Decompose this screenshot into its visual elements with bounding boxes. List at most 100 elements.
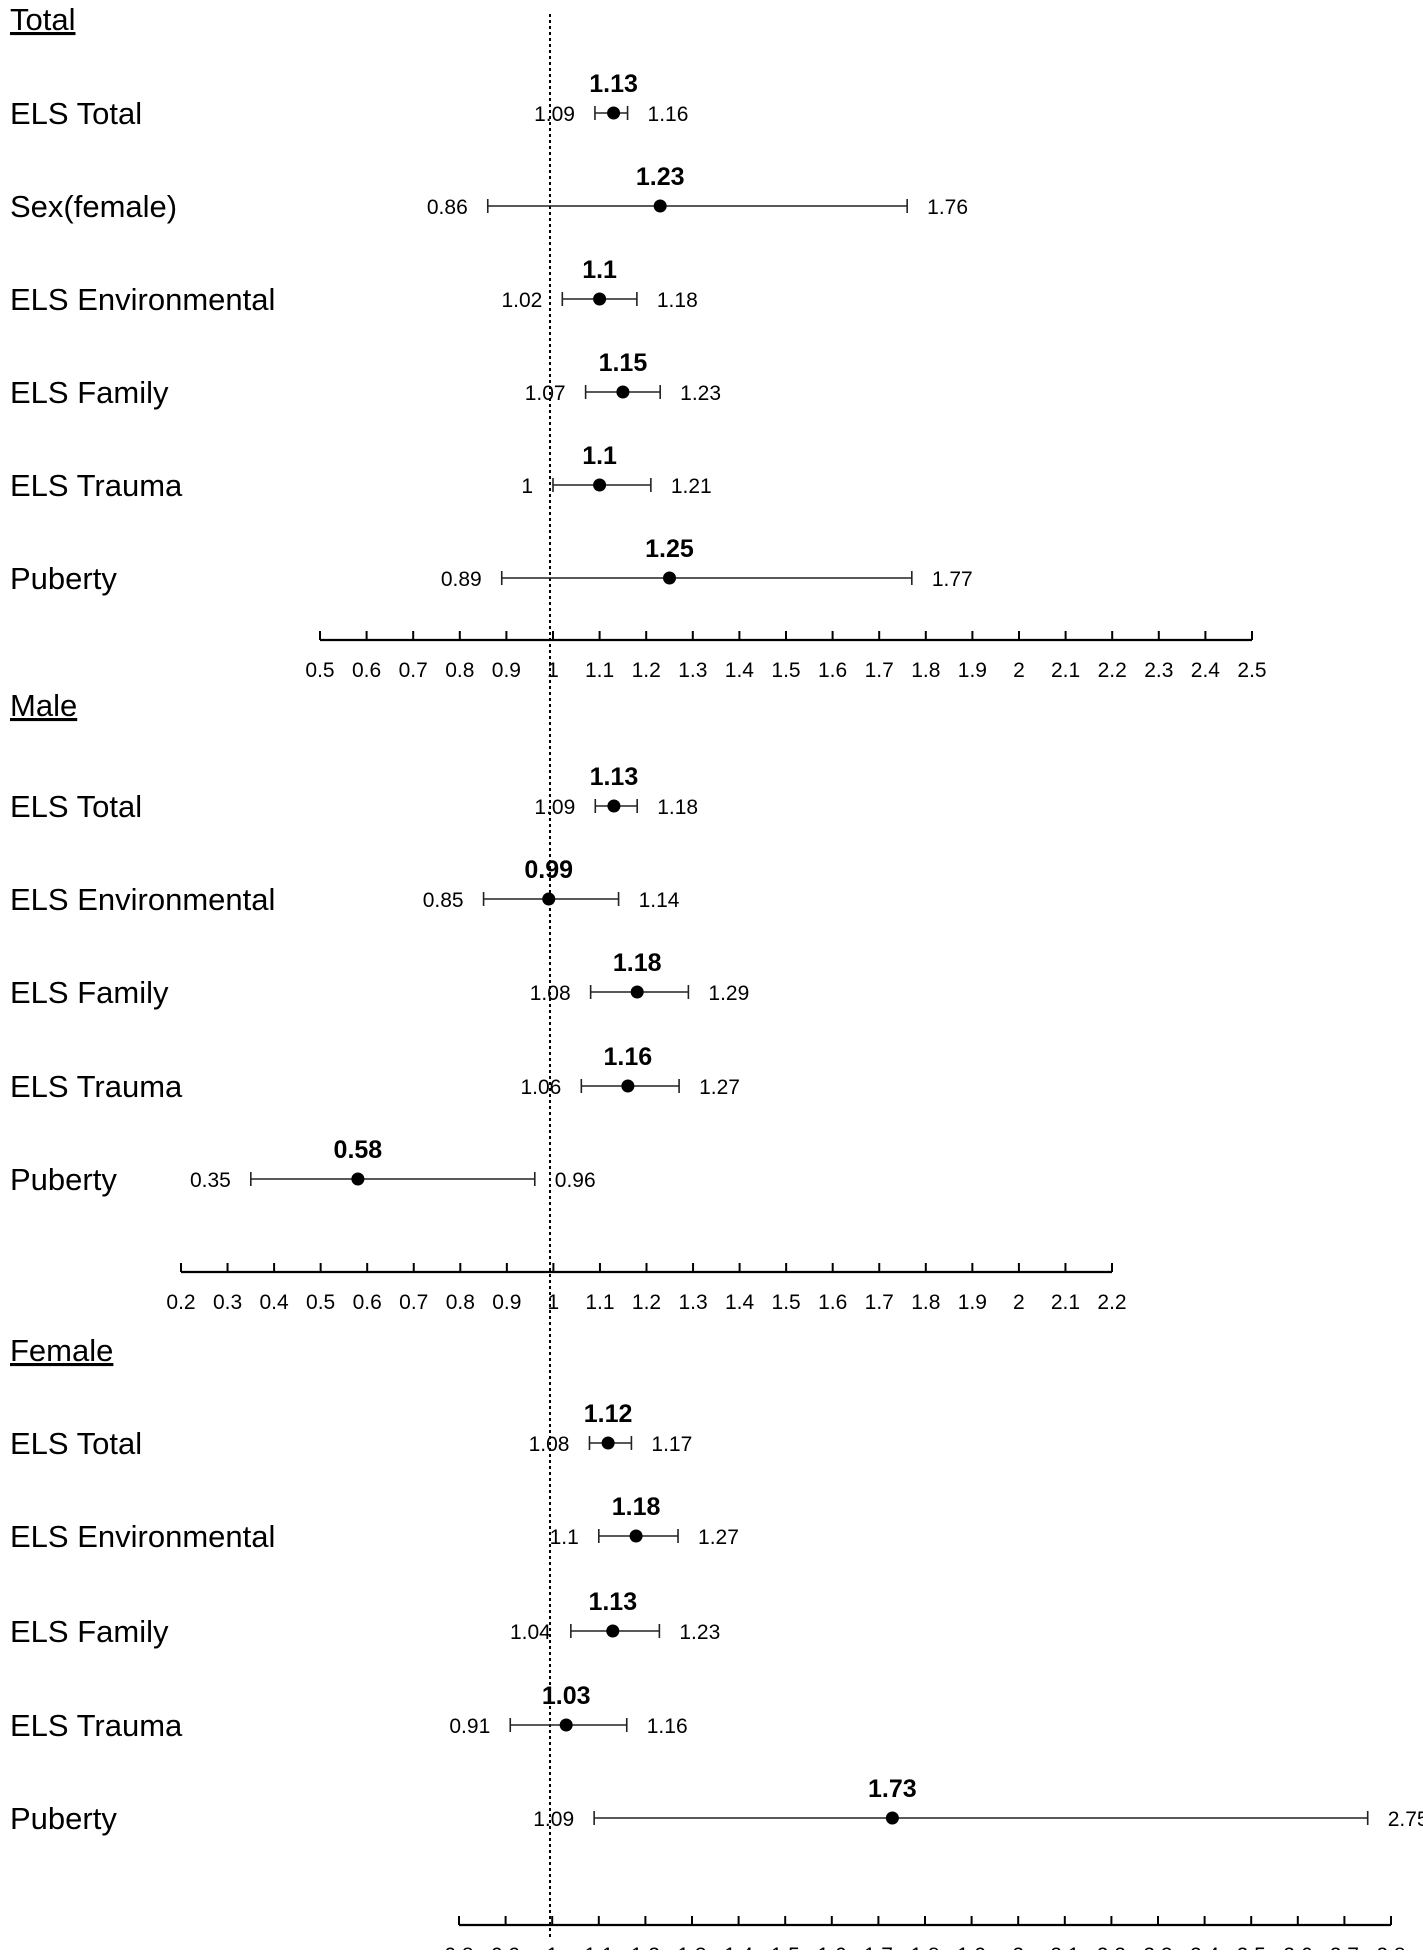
- ci-lower-label: 0.86: [427, 196, 468, 219]
- x-tick-label: 2.4: [1190, 1944, 1220, 1950]
- x-tick-label: 2.3: [1143, 1944, 1172, 1950]
- forest-row: Puberty 1.25 0.89 1.77: [10, 535, 973, 596]
- ci-lower-label: 1.07: [525, 382, 566, 405]
- row-label: Puberty: [10, 561, 117, 596]
- x-tick-label: 1.5: [771, 1944, 800, 1950]
- estimate-point: [593, 478, 607, 492]
- x-tick-label: 1.5: [772, 1291, 801, 1314]
- forest-row: ELS Total 1.12 1.08 1.17: [10, 1400, 692, 1461]
- x-tick-label: 0.8: [445, 659, 474, 682]
- forest-row: ELS Environmental 1.18 1.1 1.27: [10, 1493, 739, 1554]
- x-tick-label: 1.3: [678, 1291, 707, 1314]
- x-tick-label: 1.4: [725, 1291, 755, 1314]
- x-tick-label: 0.4: [259, 1291, 289, 1314]
- ci-lower-label: 0.89: [441, 568, 482, 591]
- x-tick-label: 1.9: [958, 1291, 987, 1314]
- estimate-point: [606, 1624, 620, 1638]
- estimate-label: 1.18: [613, 949, 662, 977]
- row-label: ELS Total: [10, 1426, 142, 1461]
- x-tick-label: 2.1: [1051, 659, 1080, 682]
- x-tick-label: 1.3: [678, 659, 707, 682]
- x-tick-label: 1.4: [724, 1944, 754, 1950]
- forest-row: ELS Trauma 1.16 1.06 1.27: [10, 1043, 740, 1104]
- x-tick-label: 0.5: [306, 1291, 335, 1314]
- x-tick-label: 2.2: [1097, 1291, 1126, 1314]
- x-tick-label: 1: [547, 659, 559, 682]
- estimate-label: 1.1: [582, 256, 617, 284]
- row-label: ELS Environmental: [10, 1519, 275, 1554]
- estimate-label: 1.15: [599, 349, 648, 377]
- x-tick-label: 0.9: [492, 1291, 521, 1314]
- estimate-label: 1.13: [588, 1588, 637, 1616]
- estimate-point: [542, 892, 556, 906]
- x-tick-label: 0.6: [352, 659, 381, 682]
- x-tick-label: 2: [1013, 1291, 1025, 1314]
- x-tick-label: 2.3: [1144, 659, 1173, 682]
- ci-upper-label: 0.96: [555, 1169, 596, 1192]
- forest-row: Puberty 0.58 0.35 0.96: [10, 1136, 596, 1197]
- row-label: ELS Environmental: [10, 282, 275, 317]
- ci-upper-label: 1.23: [680, 382, 721, 405]
- x-tick-label: 2.4: [1191, 659, 1221, 682]
- x-tick-label: 2.5: [1237, 1944, 1266, 1950]
- x-tick-label: 1.1: [585, 659, 614, 682]
- x-tick-label: 1.6: [818, 659, 847, 682]
- x-tick-label: 1.8: [911, 1291, 940, 1314]
- row-label: Sex(female): [10, 189, 177, 224]
- x-tick-label: 1.6: [817, 1944, 846, 1950]
- ci-upper-label: 1.77: [932, 568, 973, 591]
- row-label: Puberty: [10, 1162, 117, 1197]
- x-tick-label: 1.4: [725, 659, 755, 682]
- x-tick-label: 1.9: [957, 1944, 986, 1950]
- x-tick-label: 0.9: [491, 1944, 520, 1950]
- estimate-label: 0.99: [524, 856, 573, 884]
- estimate-label: 1.73: [868, 1775, 917, 1803]
- estimate-point: [616, 385, 630, 399]
- estimate-label: 1.03: [542, 1682, 591, 1710]
- x-tick-label: 2.2: [1098, 659, 1127, 682]
- estimate-point: [630, 985, 644, 999]
- ci-upper-label: 1.14: [639, 889, 680, 912]
- forest-row: Puberty 1.73 1.09 2.75: [10, 1775, 1423, 1836]
- x-tick-label: 1.8: [911, 659, 940, 682]
- forest-row: ELS Total 1.13 1.09 1.16: [10, 70, 688, 131]
- x-tick-label: 2.8: [1376, 1944, 1405, 1950]
- estimate-point: [559, 1718, 573, 1732]
- x-tick-label: 2: [1013, 659, 1025, 682]
- row-label: Puberty: [10, 1801, 117, 1836]
- x-tick-label: 0.8: [446, 1291, 475, 1314]
- ci-lower-label: 0.91: [449, 1715, 490, 1738]
- x-tick-label: 2.6: [1283, 1944, 1312, 1950]
- x-tick-label: 0.9: [492, 659, 521, 682]
- forest-row: ELS Total 1.13 1.09 1.18: [10, 763, 698, 824]
- x-tick-label: 0.2: [166, 1291, 195, 1314]
- panel-title: Female: [10, 1333, 113, 1368]
- x-tick-label: 1.7: [865, 659, 894, 682]
- ci-upper-label: 1.16: [648, 103, 689, 126]
- ci-lower-label: 1.1: [550, 1526, 579, 1549]
- estimate-point: [663, 571, 676, 585]
- ci-lower-label: 1: [521, 475, 533, 498]
- x-tick-label: 1.2: [632, 659, 661, 682]
- row-label: ELS Trauma: [10, 1069, 183, 1104]
- estimate-point: [621, 1079, 635, 1093]
- x-tick-label: 2.1: [1051, 1291, 1080, 1314]
- ci-lower-label: 1.08: [529, 1433, 570, 1456]
- x-tick-label: 0.8: [444, 1944, 473, 1950]
- x-tick-label: 2.7: [1330, 1944, 1359, 1950]
- estimate-label: 1.13: [590, 763, 639, 791]
- ci-lower-label: 0.35: [190, 1169, 231, 1192]
- ci-lower-label: 1.09: [533, 1808, 574, 1831]
- ci-lower-label: 0.85: [423, 889, 464, 912]
- ci-upper-label: 1.23: [679, 1621, 720, 1644]
- x-tick-label: 1: [546, 1944, 558, 1950]
- forest-row: ELS Family 1.18 1.08 1.29: [10, 949, 749, 1010]
- row-label: ELS Trauma: [10, 1708, 183, 1743]
- x-tick-label: 2: [1012, 1944, 1024, 1950]
- panel-female: Female0.80.911.11.21.31.41.51.61.71.81.9…: [10, 1333, 1423, 1955]
- x-tick-label: 1.2: [632, 1291, 661, 1314]
- estimate-label: 1.16: [604, 1043, 653, 1071]
- estimate-label: 1.12: [584, 1400, 633, 1428]
- panel-title: Male: [10, 688, 77, 723]
